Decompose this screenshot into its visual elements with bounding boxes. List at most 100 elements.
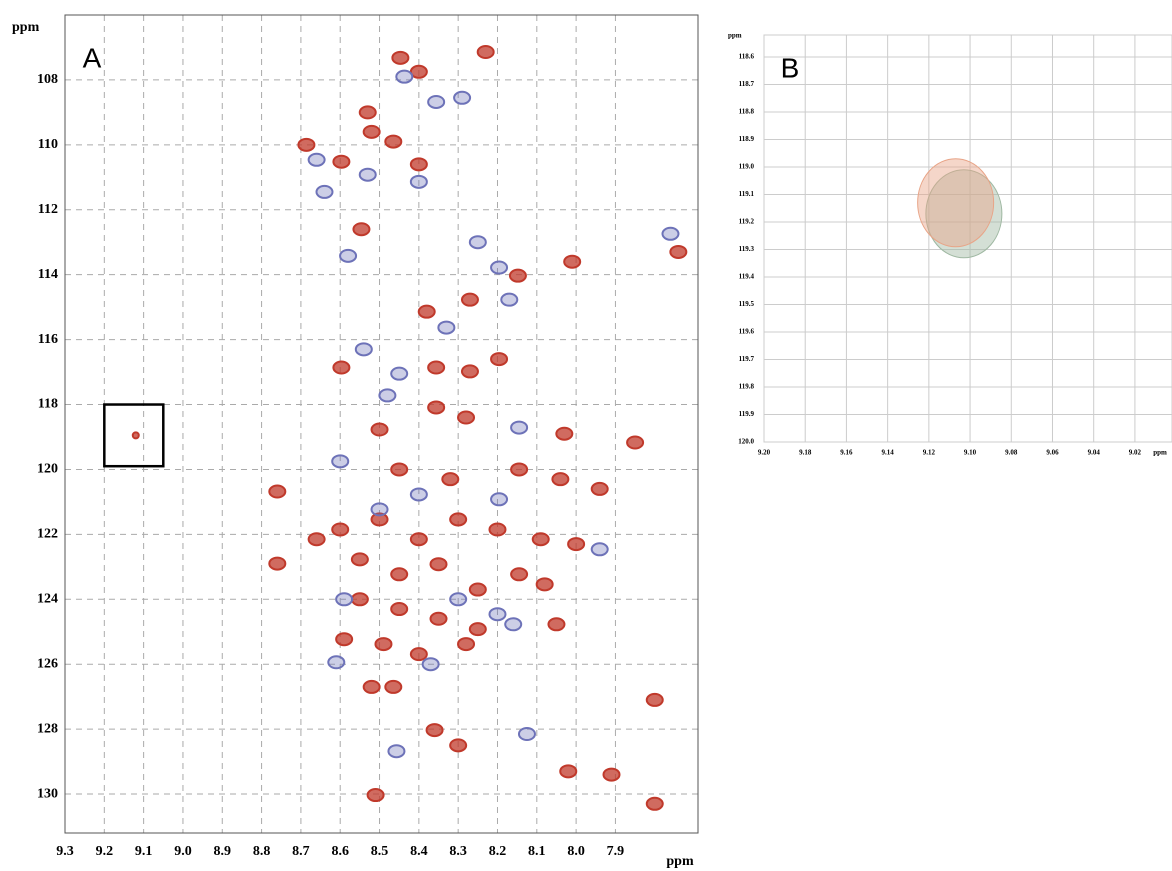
peak <box>490 352 509 367</box>
peak <box>395 69 414 84</box>
peak <box>645 796 664 811</box>
peak <box>409 647 428 662</box>
peak <box>425 723 444 738</box>
peak <box>409 532 428 547</box>
x-tick-label: 9.18 <box>799 449 812 457</box>
peak <box>370 512 389 527</box>
peak <box>358 105 377 120</box>
peak <box>437 320 456 335</box>
y-tick-label: 118.6 <box>739 53 755 61</box>
peak <box>488 522 507 537</box>
peak <box>917 158 995 248</box>
peak <box>460 364 479 379</box>
x-tick-label: 9.16 <box>840 449 853 457</box>
peak <box>457 410 476 425</box>
y-tick-label: 124 <box>37 592 58 607</box>
peak <box>590 481 609 496</box>
x-tick-label: 9.2 <box>96 844 114 859</box>
peak <box>590 542 609 557</box>
panel-label: B <box>781 52 800 83</box>
peak <box>535 577 554 592</box>
peak <box>551 472 570 487</box>
peak <box>468 622 487 637</box>
y-tick-label: 120 <box>37 462 58 477</box>
peak <box>315 184 334 199</box>
peak <box>268 484 287 499</box>
y-tick-label: 119.1 <box>739 190 755 198</box>
peak <box>332 154 351 169</box>
x-tick-label: 9.04 <box>1088 449 1101 457</box>
x-tick-label: 8.6 <box>331 844 349 859</box>
peak <box>409 64 428 79</box>
peak <box>449 512 468 527</box>
peak <box>555 426 574 441</box>
x-axis-label: ppm <box>666 854 694 869</box>
y-tick-label: 119.5 <box>739 300 755 308</box>
peak <box>390 567 409 582</box>
y-tick-label: 120.0 <box>738 438 754 446</box>
peak <box>429 611 448 626</box>
peak <box>297 137 316 152</box>
peak <box>429 557 448 572</box>
y-axis-label: ppm <box>728 32 742 40</box>
peak <box>366 788 385 803</box>
x-tick-label: 8.5 <box>371 844 389 859</box>
peak <box>327 655 346 670</box>
peak <box>390 602 409 617</box>
peak <box>563 254 582 269</box>
peak <box>358 167 377 182</box>
peak <box>332 360 351 375</box>
x-tick-label: 9.0 <box>174 844 192 859</box>
y-tick-label: 130 <box>37 786 58 801</box>
peak <box>350 552 369 567</box>
peak <box>661 226 680 241</box>
x-tick-label: 8.7 <box>292 844 310 859</box>
peak <box>504 617 523 632</box>
y-tick-label: 118.7 <box>739 80 755 88</box>
y-tick-label: 114 <box>38 267 58 282</box>
y-tick-label: 119.4 <box>739 273 755 281</box>
y-tick-label: 122 <box>37 527 58 542</box>
y-tick-label: 118.8 <box>739 108 755 116</box>
y-tick-label: 119.8 <box>739 383 755 391</box>
peak <box>350 592 369 607</box>
peak <box>374 637 393 652</box>
x-tick-label: 8.1 <box>528 844 546 859</box>
y-tick-label: 118.9 <box>739 135 755 143</box>
peak <box>362 679 381 694</box>
peak <box>378 388 397 403</box>
peak <box>427 400 446 415</box>
peak <box>409 174 428 189</box>
peak <box>449 592 468 607</box>
peak <box>517 726 536 741</box>
x-tick-label: 7.9 <box>607 844 625 859</box>
peak <box>370 502 389 517</box>
peak <box>453 90 472 105</box>
x-axis-label: ppm <box>1153 449 1167 457</box>
peak <box>409 157 428 172</box>
peak <box>131 431 140 440</box>
peak <box>390 366 409 381</box>
peak <box>567 537 586 552</box>
peak <box>384 134 403 149</box>
y-tick-label: 108 <box>37 72 58 87</box>
x-tick-label: 9.02 <box>1129 449 1142 457</box>
peak <box>449 738 468 753</box>
peak <box>307 532 326 547</box>
panel: 108 110 112 114 116 118 120 122 124 126 128 130 9.3 9… <box>12 14 699 869</box>
peak <box>417 304 436 319</box>
peak <box>427 360 446 375</box>
peak <box>331 454 350 469</box>
panel-label: A <box>83 42 102 73</box>
peak <box>421 657 440 672</box>
peak <box>468 582 487 597</box>
x-tick-label: 9.06 <box>1046 449 1059 457</box>
peak <box>335 592 354 607</box>
x-tick-label: 9.1 <box>135 844 153 859</box>
x-tick-label: 8.8 <box>253 844 271 859</box>
peak <box>476 45 495 60</box>
y-tick-label: 126 <box>37 656 58 671</box>
peak <box>510 462 529 477</box>
plot-frame <box>64 14 699 834</box>
